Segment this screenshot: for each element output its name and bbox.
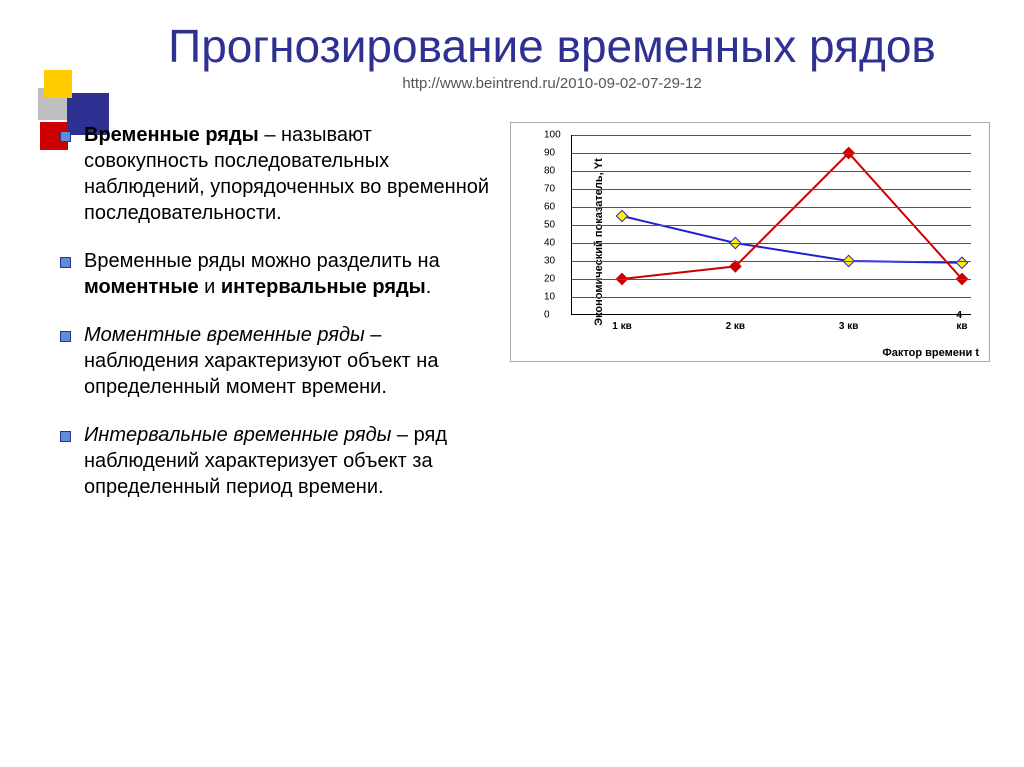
y-tick-label: 100 — [544, 129, 561, 140]
x-tick-label: 2 кв — [726, 321, 746, 332]
y-tick-label: 70 — [544, 183, 555, 194]
x-axis-label: Фактор времени t — [882, 347, 979, 359]
text-column: Временные ряды – называют совокупность п… — [60, 122, 490, 522]
y-tick-label: 80 — [544, 165, 555, 176]
x-tick-label: 1 кв — [612, 321, 632, 332]
gridline — [572, 207, 971, 208]
gridline — [572, 297, 971, 298]
y-tick-label: 10 — [544, 291, 555, 302]
bullet-item: Временные ряды – называют совокупность п… — [60, 122, 490, 226]
gridline — [572, 243, 971, 244]
plot-area: 01020304050607080901001 кв2 кв3 кв4 кв — [571, 135, 971, 315]
y-tick-label: 20 — [544, 273, 555, 284]
time-series-chart: Экономический показатель, Yt 01020304050… — [510, 122, 990, 362]
y-tick-label: 30 — [544, 255, 555, 266]
bullet-item: Временные ряды можно разделить на момент… — [60, 248, 490, 300]
slide-subtitle: http://www.beintrend.ru/2010-09-02-07-29… — [120, 75, 984, 92]
gridline — [572, 135, 971, 136]
title-block: Прогнозирование временных рядов http://w… — [0, 0, 1024, 92]
gridline — [572, 171, 971, 172]
deco-yellow-square — [44, 70, 72, 98]
x-tick-label: 4 кв — [956, 310, 967, 332]
y-tick-label: 0 — [544, 309, 550, 320]
y-tick-label: 50 — [544, 219, 555, 230]
y-tick-label: 90 — [544, 147, 555, 158]
x-tick-label: 3 кв — [839, 321, 859, 332]
chart-column: Экономический показатель, Yt 01020304050… — [510, 122, 994, 522]
bullet-item: Интервальные временные ряды – ряд наблюд… — [60, 422, 490, 500]
gridline — [572, 279, 971, 280]
series-marker — [616, 210, 627, 221]
gridline — [572, 261, 971, 262]
slide-title: Прогнозирование временных рядов — [120, 20, 984, 73]
gridline — [572, 225, 971, 226]
y-tick-label: 40 — [544, 237, 555, 248]
bullet-item: Моментные временные ряды – наблюдения ха… — [60, 322, 490, 400]
series-marker — [956, 257, 967, 268]
bullet-list: Временные ряды – называют совокупность п… — [60, 122, 490, 500]
gridline — [572, 153, 971, 154]
gridline — [572, 189, 971, 190]
y-tick-label: 60 — [544, 201, 555, 212]
